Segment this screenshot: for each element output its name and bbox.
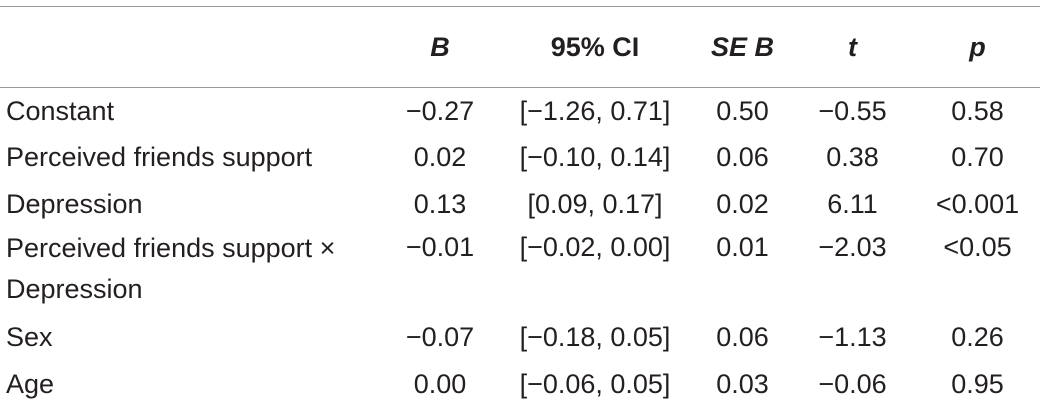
table-row: Perceived friends support 0.02 [−0.10, 0… bbox=[0, 134, 1040, 181]
header-se-b: SE B bbox=[710, 31, 775, 62]
cell-ci: [−0.10, 0.14] bbox=[519, 142, 671, 172]
table-row: Constant −0.27 [−1.26, 0.71] 0.50 −0.55 … bbox=[0, 87, 1040, 134]
cell-ci: [−1.26, 0.71] bbox=[519, 96, 671, 126]
row-label: Perceived friends support bbox=[6, 142, 313, 172]
cell-b: 0.02 bbox=[413, 142, 467, 172]
cell-ci: [−0.18, 0.05] bbox=[519, 322, 671, 352]
cell-p: 0.26 bbox=[951, 322, 1004, 352]
cell-se: 0.01 bbox=[716, 232, 769, 262]
cell-se: 0.03 bbox=[716, 369, 769, 399]
coefficients-table: B 95% CI SE B t p Constant −0.27 [−1.26,… bbox=[0, 7, 1040, 408]
table-header-row: B 95% CI SE B t p bbox=[0, 7, 1040, 87]
cell-p: 0.70 bbox=[951, 142, 1004, 172]
row-label: Constant bbox=[6, 96, 115, 126]
cell-ci: [−0.02, 0.00] bbox=[519, 232, 671, 262]
cell-se: 0.06 bbox=[716, 322, 769, 352]
header-t: t bbox=[848, 31, 857, 62]
header-b: B bbox=[430, 31, 450, 62]
cell-se: 0.06 bbox=[716, 142, 769, 172]
cell-p: 0.95 bbox=[951, 369, 1004, 399]
header-ci: 95% CI bbox=[550, 31, 640, 62]
cell-ci: [−0.06, 0.05] bbox=[519, 369, 671, 399]
cell-t: −1.13 bbox=[818, 322, 887, 352]
cell-t: −2.03 bbox=[818, 232, 887, 262]
table-row: Sex −0.07 [−0.18, 0.05] 0.06 −1.13 0.26 bbox=[0, 314, 1040, 361]
cell-b: 0.13 bbox=[413, 189, 467, 219]
cell-t: −0.06 bbox=[818, 369, 887, 399]
cell-p: 0.58 bbox=[951, 96, 1004, 126]
cell-p: <0.001 bbox=[935, 189, 1020, 219]
header-predictor bbox=[0, 7, 385, 87]
cell-se: 0.50 bbox=[716, 96, 769, 126]
cell-b: −0.27 bbox=[405, 96, 475, 126]
row-label: Sex bbox=[6, 322, 53, 352]
cell-p: <0.05 bbox=[943, 232, 1012, 262]
table-row: Depression 0.13 [0.09, 0.17] 0.02 6.11 <… bbox=[0, 181, 1040, 228]
table-header-rule bbox=[0, 87, 1040, 88]
cell-t: 0.38 bbox=[826, 142, 879, 172]
row-label: Perceived friends support × Depression bbox=[6, 233, 336, 304]
header-p: p bbox=[969, 31, 986, 62]
table-row: Age 0.00 [−0.06, 0.05] 0.03 −0.06 0.95 bbox=[0, 361, 1040, 408]
row-label: Age bbox=[6, 369, 55, 399]
cell-se: 0.02 bbox=[716, 189, 769, 219]
table-row: Perceived friends support × Depression −… bbox=[0, 228, 1040, 314]
cell-t: 6.11 bbox=[827, 189, 878, 219]
cell-b: 0.00 bbox=[413, 369, 467, 399]
cell-ci: [0.09, 0.17] bbox=[527, 189, 663, 219]
cell-t: −0.55 bbox=[818, 96, 887, 126]
row-label: Depression bbox=[6, 189, 143, 219]
table-top-rule bbox=[0, 6, 1040, 7]
cell-b: −0.07 bbox=[405, 322, 475, 352]
cell-b: −0.01 bbox=[405, 232, 475, 262]
